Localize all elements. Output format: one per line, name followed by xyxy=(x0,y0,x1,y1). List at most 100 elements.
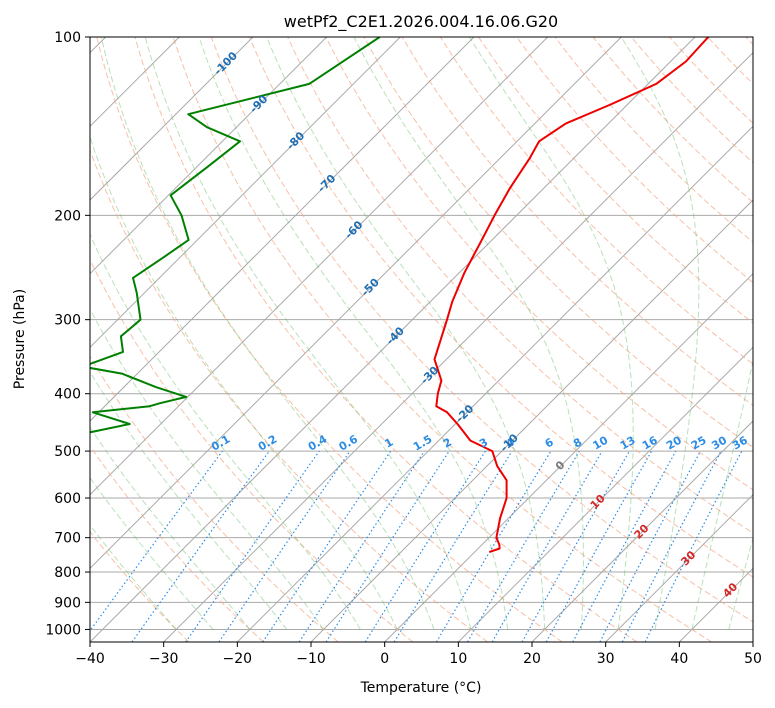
x-axis: −40 −30 −20 −10 0 10 20 30 40 50 xyxy=(75,642,762,667)
mixing-ratio-line xyxy=(435,450,552,642)
y-tick-label: 100 xyxy=(54,30,81,46)
y-axis: 100 200 300 400 500 600 700 800 900 1000 xyxy=(45,30,90,638)
reference-lines xyxy=(90,37,753,642)
moist-adiabat xyxy=(90,232,361,630)
moist-adiabat xyxy=(90,476,214,630)
y-tick-label: 400 xyxy=(54,387,81,403)
x-tick-label: 0 xyxy=(380,651,389,667)
mixing-ratio-label: 13 xyxy=(618,434,638,453)
mixing-ratio-line xyxy=(325,450,450,642)
y-tick-label: 800 xyxy=(54,565,81,581)
isotherm-line xyxy=(457,346,753,642)
mixing-ratio-label: 20 xyxy=(664,433,684,452)
isotherm-line xyxy=(90,37,401,349)
isotherm-line xyxy=(531,420,753,642)
mixing-ratio-line xyxy=(364,450,486,642)
x-tick-label: −20 xyxy=(223,651,253,667)
dry-adiabat xyxy=(96,37,563,642)
temperature-profile xyxy=(433,37,710,553)
isotherm-line xyxy=(90,37,328,275)
x-axis-label: Temperature (°C) xyxy=(360,680,482,696)
dry-adiabat xyxy=(325,37,753,491)
mixing-ratio-line xyxy=(599,450,702,642)
mixing-ratio-line xyxy=(521,450,631,642)
moist-adiabat xyxy=(90,524,177,630)
mixing-ratio-line xyxy=(262,450,392,642)
isotherm-line xyxy=(752,641,753,642)
x-tick-label: −30 xyxy=(149,651,179,667)
isotherm-line xyxy=(236,125,753,642)
isotherm-line xyxy=(310,199,753,642)
moist-adiabat xyxy=(90,426,251,630)
chart-title: wetPf2_C2E1.2026.004.16.06.G20 xyxy=(284,12,558,32)
moist-adiabat xyxy=(100,37,435,630)
y-tick-label: 700 xyxy=(54,531,81,547)
isotherm-line xyxy=(90,37,475,422)
moist-adiabat xyxy=(90,135,398,630)
dry-adiabat xyxy=(592,37,753,204)
warm-isotherm-label: 30 xyxy=(678,548,698,568)
mixing-ratio-label: 30 xyxy=(709,433,729,452)
moist-adiabat xyxy=(691,358,753,630)
dry-adiabat xyxy=(90,355,339,642)
isotherm-label: -60 xyxy=(342,218,365,241)
dry-adiabat xyxy=(478,37,753,324)
mixing-ratio-line xyxy=(298,450,425,642)
x-tick-label: −10 xyxy=(296,651,326,667)
y-tick-label: 900 xyxy=(54,595,81,611)
dry-adiabat xyxy=(90,530,190,642)
dry-adiabat xyxy=(249,37,753,578)
mixing-ratio-line xyxy=(466,450,580,642)
warm-isotherm-label: 40 xyxy=(720,580,740,600)
dry-adiabat xyxy=(439,37,753,365)
y-tick-label: 200 xyxy=(54,208,81,224)
dry-adiabat xyxy=(90,258,414,642)
moist-adiabat xyxy=(90,308,324,630)
mixing-ratio-label: 0.6 xyxy=(337,432,361,453)
x-tick-label: 50 xyxy=(744,651,762,667)
dry-adiabat xyxy=(745,37,753,46)
x-tick-label: 20 xyxy=(523,651,541,667)
y-tick-label: 1000 xyxy=(45,622,81,638)
mixing-ratio-line xyxy=(644,450,743,642)
mixing-ratio-label: 6 xyxy=(543,435,556,450)
reference-labels: 0.1 0.2 0.4 0.6 1 1.5 2 3 4 6 8 10 13 16 20 25 30 36-100-… xyxy=(209,49,750,600)
mixing-ratio-line xyxy=(393,450,513,642)
dewpoint-profile xyxy=(90,37,381,434)
isotherm-line xyxy=(90,37,549,496)
y-tick-label: 600 xyxy=(54,491,81,507)
moist-adiabat xyxy=(353,37,584,630)
y-tick-label: 500 xyxy=(54,444,81,460)
plot-frame xyxy=(89,36,754,643)
mixing-ratio-label: 1.5 xyxy=(411,433,434,454)
mixing-ratio-line xyxy=(90,450,223,632)
dry-adiabat xyxy=(363,37,753,449)
mixing-ratio-line xyxy=(218,450,351,642)
dry-adiabat xyxy=(554,37,753,243)
dry-adiabat xyxy=(287,37,753,534)
isotherm-line xyxy=(90,37,622,570)
mixing-ratio-line xyxy=(185,450,320,642)
isotherm-line xyxy=(605,493,753,642)
x-tick-label: −40 xyxy=(75,651,105,667)
isotherm-label: -80 xyxy=(284,129,307,152)
moist-adiabat xyxy=(90,370,288,630)
mixing-ratio-label: 16 xyxy=(640,433,660,452)
mixing-ratio-label: 10 xyxy=(590,433,610,452)
moist-adiabat xyxy=(266,37,546,630)
isotherm-line xyxy=(90,37,254,201)
y-tick-label: 300 xyxy=(54,313,81,329)
x-tick-label: 30 xyxy=(597,651,615,667)
dry-adiabat xyxy=(90,148,488,642)
mixing-ratio-label: 25 xyxy=(689,434,709,453)
mixing-ratio-label: 2 xyxy=(441,436,454,451)
x-tick-label: 10 xyxy=(449,651,467,667)
dry-adiabat xyxy=(401,37,753,406)
mixing-ratio-line xyxy=(131,450,270,642)
isotherm-line xyxy=(163,51,753,642)
moist-adiabat xyxy=(469,37,634,630)
mixing-ratio-label: 0.2 xyxy=(256,433,279,454)
mixing-ratio-line xyxy=(545,450,653,642)
mixing-ratio-line xyxy=(572,450,677,642)
